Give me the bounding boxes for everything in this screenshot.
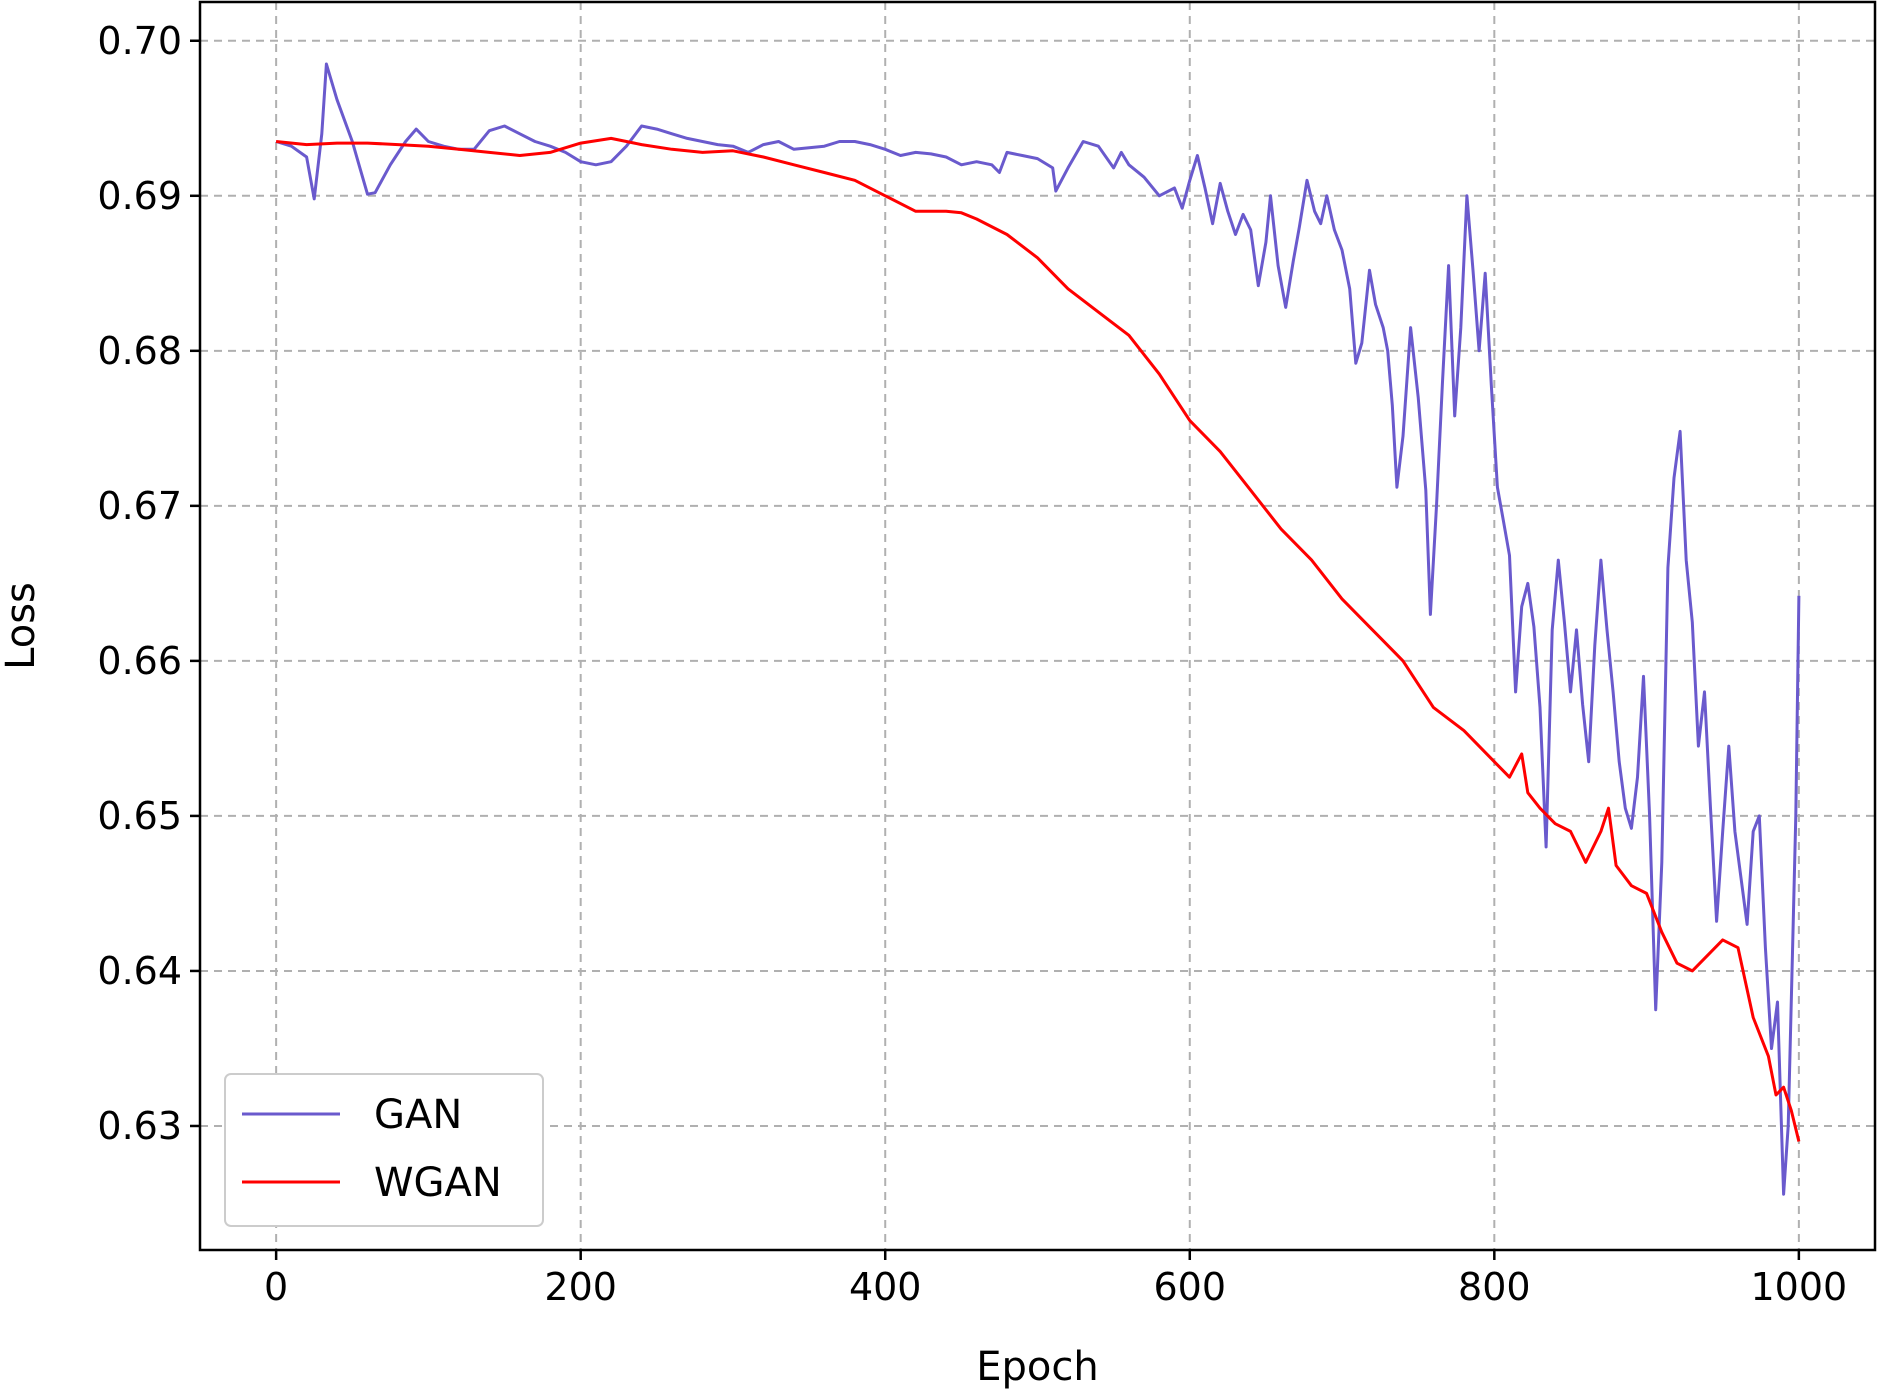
series-lines <box>275 62 1801 1196</box>
y-tick-label: 0.65 <box>97 794 182 838</box>
legend-label-gan: GAN <box>374 1092 462 1138</box>
y-axis-label: Loss <box>0 582 44 670</box>
x-tick-label: 600 <box>1154 1265 1227 1309</box>
y-tick-label: 0.66 <box>97 639 182 683</box>
x-tick-label: 0 <box>264 1265 288 1309</box>
grid <box>200 2 1875 1250</box>
x-axis: 0 200 400 600 800 1000 <box>264 1250 1847 1309</box>
x-tick-label: 200 <box>544 1265 617 1309</box>
y-axis: 0.63 0.64 0.65 0.66 0.67 0.68 0.69 0.70 <box>97 19 200 1148</box>
legend-box <box>224 1073 544 1227</box>
x-tick-label: 400 <box>849 1265 922 1309</box>
y-tick-label: 0.64 <box>97 949 182 993</box>
legend-label-wgan: WGAN <box>374 1160 502 1206</box>
y-tick-label: 0.63 <box>97 1104 182 1148</box>
series-line-gan <box>275 62 1801 1196</box>
x-tick-label: 1000 <box>1751 1265 1848 1309</box>
y-tick-label: 0.68 <box>97 329 182 373</box>
x-axis-label: Epoch <box>976 1344 1098 1390</box>
x-tick-label: 800 <box>1458 1265 1531 1309</box>
legend: GAN WGAN <box>224 1073 544 1227</box>
plot-frame <box>198 0 1877 1252</box>
y-tick-label: 0.67 <box>97 484 182 528</box>
y-tick-label: 0.69 <box>97 174 182 218</box>
series-line-wgan <box>275 136 1801 1142</box>
y-tick-label: 0.70 <box>97 19 182 63</box>
